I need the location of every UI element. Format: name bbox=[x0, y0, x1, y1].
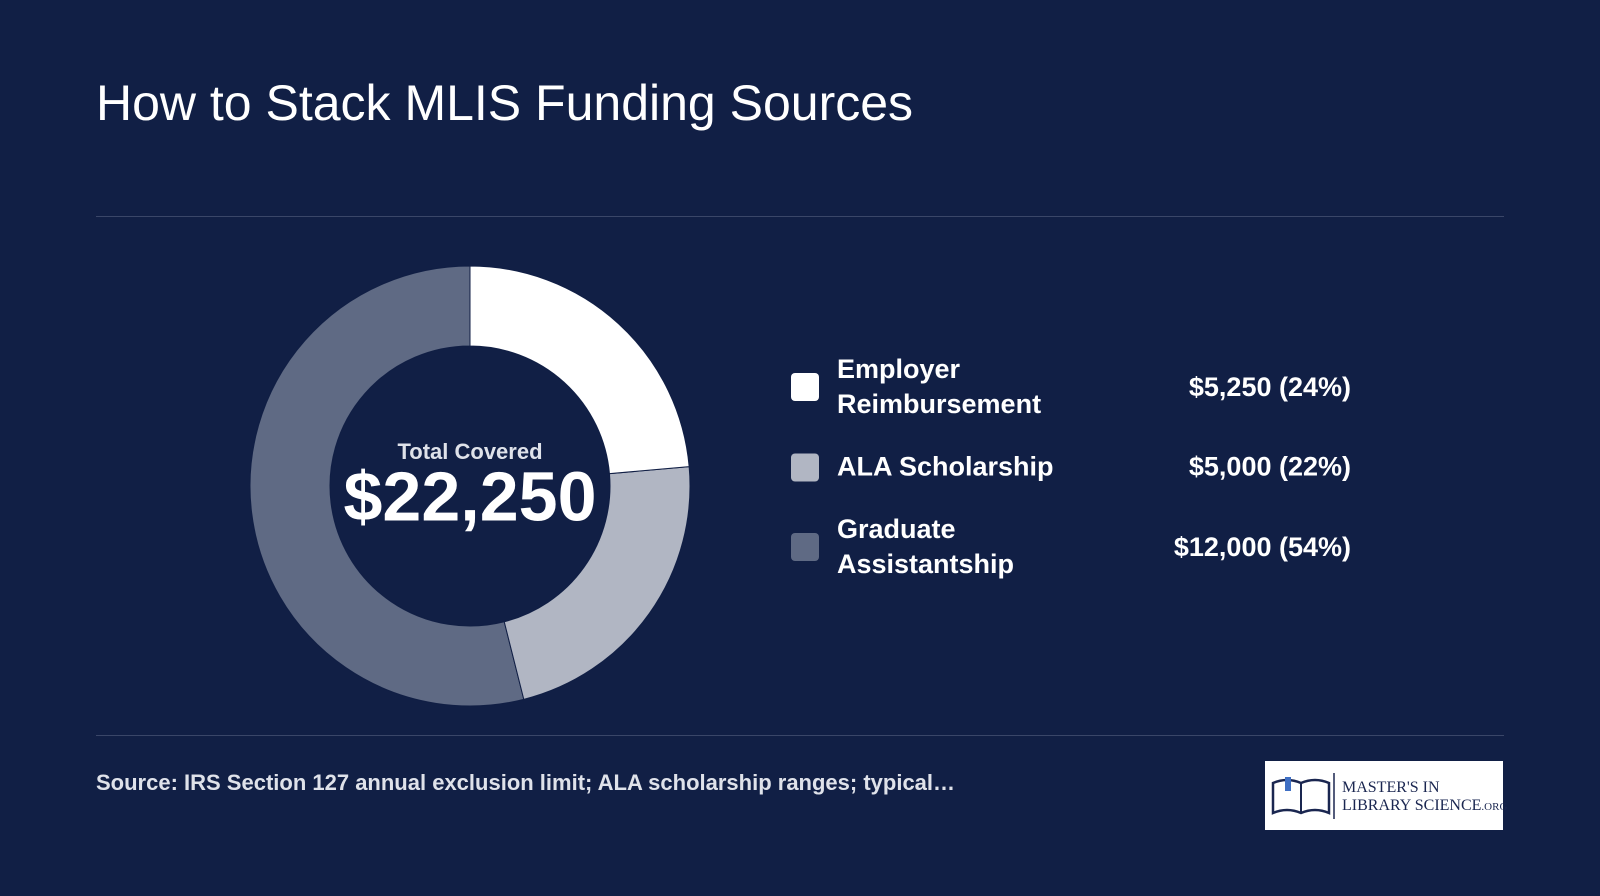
logo: MASTER'S IN LIBRARY SCIENCE.ORG bbox=[1265, 761, 1507, 830]
logo-text: LIBRARY SCIENCE bbox=[1342, 797, 1482, 814]
donut-slice bbox=[249, 265, 525, 707]
chart-title: How to Stack MLIS Funding Sources bbox=[96, 75, 914, 131]
logo-icon bbox=[1271, 773, 1335, 819]
value-label: $5,000 (22%) bbox=[1188, 451, 1351, 482]
center-label: Total Covered bbox=[397, 439, 542, 464]
logo-text: LIBRARY SCIENCE.ORG bbox=[1342, 797, 1507, 815]
legend-label: Graduate Assistantship bbox=[837, 514, 1015, 579]
legend-item: Employer Reimbursement $5,250 (24%) bbox=[791, 352, 1351, 422]
legend-label: ALA Scholarship bbox=[837, 451, 1054, 482]
donut-slice bbox=[503, 466, 691, 700]
logo-suffix: .ORG bbox=[1481, 801, 1508, 813]
legend-swatch bbox=[791, 373, 819, 401]
source-note: Source: IRS Section 127 annual exclusion… bbox=[96, 770, 956, 795]
legend-label: Employer Reimbursement bbox=[837, 354, 1042, 419]
legend-item: Graduate Assistantship $12,000 (54%) bbox=[791, 512, 1351, 582]
divider bbox=[96, 735, 1504, 736]
center-total: $22,250 bbox=[343, 457, 596, 535]
legend-swatch bbox=[791, 533, 819, 561]
divider bbox=[96, 216, 1504, 217]
legend-item: ALA Scholarship $5,000 (22%) bbox=[791, 450, 1351, 485]
value-label: $12,000 (54%) bbox=[1173, 531, 1351, 562]
donut-slice bbox=[469, 265, 690, 475]
value-label: $5,250 (24%) bbox=[1188, 371, 1351, 402]
logo-text: MASTER'S IN bbox=[1342, 779, 1440, 796]
legend-swatch bbox=[791, 453, 819, 481]
